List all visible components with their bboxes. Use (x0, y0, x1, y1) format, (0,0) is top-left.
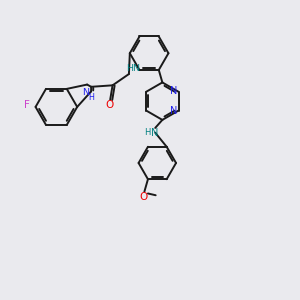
Text: O: O (105, 100, 113, 110)
Text: N: N (169, 86, 177, 96)
Text: O: O (139, 192, 147, 202)
Text: HN: HN (126, 64, 140, 74)
Text: H: H (144, 128, 150, 137)
Text: N: N (82, 88, 89, 97)
Text: H: H (88, 93, 94, 102)
Text: N: N (151, 128, 158, 138)
Text: F: F (24, 100, 30, 110)
Text: N: N (169, 106, 177, 116)
